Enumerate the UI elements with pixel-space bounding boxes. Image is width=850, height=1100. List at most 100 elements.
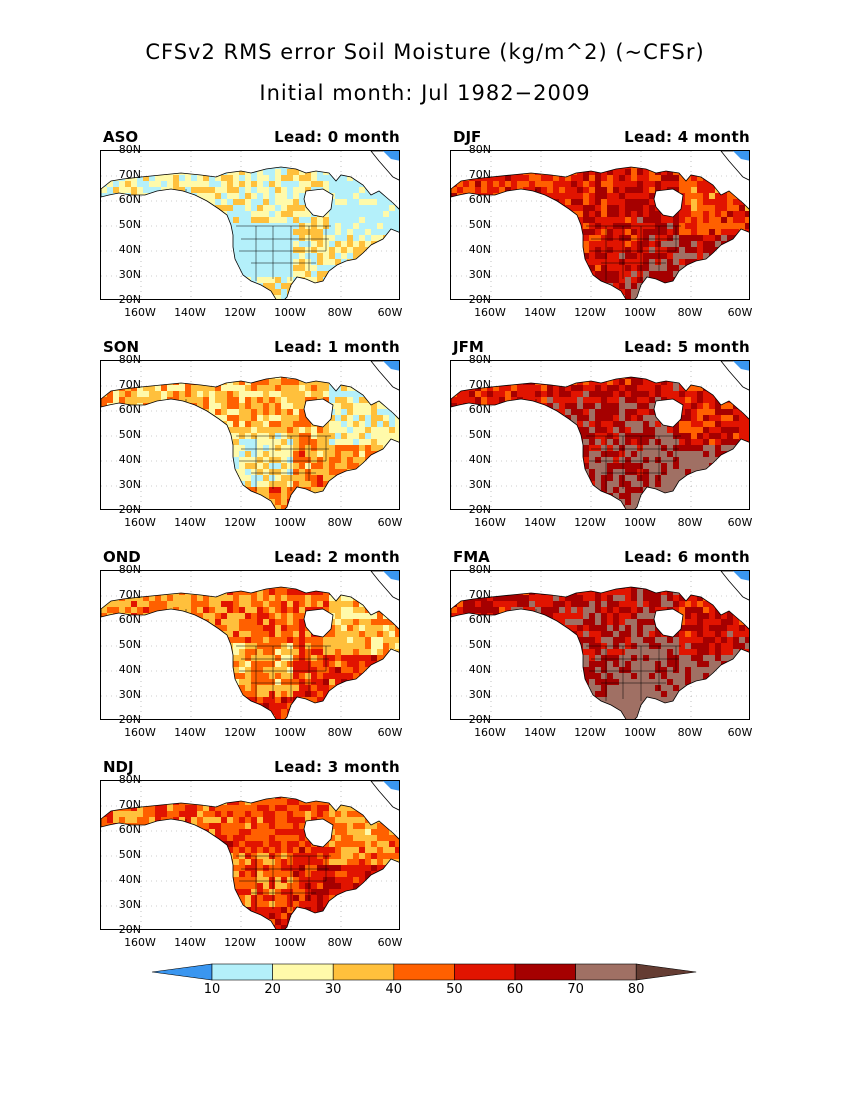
latitude-label: 40N <box>118 873 141 886</box>
colorbar-label: 60 <box>506 982 524 997</box>
hudson-bay <box>653 188 684 218</box>
greenland-low-error <box>733 151 749 161</box>
latitude-label: 20N <box>118 923 141 936</box>
longitude-label: 160W <box>474 516 506 529</box>
longitude-label: 140W <box>174 306 206 319</box>
map-panel: DJF Lead: 4 month 80N 70N 60N 50N 40N 30N 20N 160… <box>450 128 795 355</box>
soil-moisture-map <box>451 361 749 509</box>
latitude-label: 60N <box>118 823 141 836</box>
longitude-label: 140W <box>524 726 556 739</box>
figure-title: CFSv2 RMS error Soil Moisture (kg/m^2) (… <box>145 40 705 64</box>
longitude-label: 80W <box>327 306 353 319</box>
latitude-label: 20N <box>468 713 491 726</box>
error-field <box>451 587 749 719</box>
colorbar-swatches <box>151 963 697 981</box>
longitude-label: 60W <box>377 516 403 529</box>
colorbar-label: 50 <box>446 982 463 997</box>
latitude-label: 60N <box>118 193 141 206</box>
hudson-bay <box>303 188 334 218</box>
longitude-label: 120W <box>224 936 256 949</box>
longitude-label: 140W <box>174 936 206 949</box>
state-borders <box>535 609 681 701</box>
panel-lead-label: Lead: 4 month <box>624 128 750 146</box>
soil-moisture-map <box>101 781 399 929</box>
latitude-label: 20N <box>118 293 141 306</box>
soil-moisture-map <box>101 151 399 299</box>
longitude-label: 60W <box>377 936 403 949</box>
coastline <box>451 166 749 299</box>
longitude-label: 160W <box>124 726 156 739</box>
colorbar-swatch <box>514 963 576 981</box>
longitude-label: 100W <box>624 726 656 739</box>
panel-lead-label: Lead: 3 month <box>274 758 400 776</box>
greenland-low-error <box>383 361 399 371</box>
colorbar-swatch <box>575 963 637 981</box>
longitude-label: 60W <box>727 306 753 319</box>
latitude-label: 70N <box>468 588 491 601</box>
map-frame <box>450 150 750 300</box>
hudson-bay <box>303 818 334 848</box>
latitude-label: 60N <box>468 403 491 416</box>
colorbar: 10 20 30 40 50 60 70 80 <box>150 962 700 1012</box>
longitude-label: 100W <box>274 936 306 949</box>
panel-lead-label: Lead: 1 month <box>274 338 400 356</box>
panel-lead-label: Lead: 6 month <box>624 548 750 566</box>
map-panel: OND Lead: 2 month 80N 70N 60N 50N 40N 30N 20N 160… <box>100 548 445 775</box>
latitude-label: 80N <box>118 773 141 786</box>
latitude-label: 30N <box>118 268 141 281</box>
error-field <box>451 377 749 509</box>
latitude-label: 60N <box>468 193 491 206</box>
longitude-label: 80W <box>327 516 353 529</box>
longitude-label: 160W <box>474 306 506 319</box>
coastline <box>451 586 749 719</box>
colorbar-label: 10 <box>203 982 221 997</box>
map-frame <box>100 360 400 510</box>
longitude-label: 80W <box>677 306 703 319</box>
colorbar-label: 40 <box>385 982 403 997</box>
map-frame <box>100 150 400 300</box>
panel-season-label: SON <box>103 338 140 356</box>
figure-subtitle: Initial month: Jul 1982−2009 <box>259 81 591 105</box>
latitude-label: 40N <box>118 453 141 466</box>
panel-season-label: OND <box>103 548 141 566</box>
colorbar-label: 30 <box>324 982 342 997</box>
colorbar-swatch <box>211 963 273 981</box>
longitude-label: 80W <box>327 726 353 739</box>
colorbar-swatch <box>332 963 395 981</box>
coastline <box>451 376 749 509</box>
latitude-label: 70N <box>118 798 141 811</box>
panel-season-label: FMA <box>453 548 490 566</box>
longitude-label: 160W <box>124 516 156 529</box>
panel-season-label: ASO <box>103 128 139 146</box>
latitude-label: 70N <box>118 378 141 391</box>
longitude-label: 100W <box>624 306 656 319</box>
longitude-label: 100W <box>274 726 306 739</box>
colorbar-label: 80 <box>627 982 645 997</box>
latitude-label: 40N <box>468 453 491 466</box>
latitude-label: 50N <box>118 638 141 651</box>
greenland-low-error <box>383 781 399 791</box>
error-field <box>451 167 749 299</box>
longitude-label: 160W <box>124 936 156 949</box>
panel-season-label: JFM <box>453 338 484 356</box>
hudson-bay <box>653 608 684 638</box>
coastline <box>101 166 399 299</box>
latitude-label: 50N <box>118 428 141 441</box>
latitude-label: 20N <box>118 713 141 726</box>
latitude-label: 70N <box>468 378 491 391</box>
state-borders <box>535 399 681 491</box>
map-panel: SON Lead: 1 month 80N 70N 60N 50N 40N 30N 20N 160… <box>100 338 445 565</box>
panel-lead-label: Lead: 0 month <box>274 128 400 146</box>
map-panel: FMA Lead: 6 month 80N 70N 60N 50N 40N 30N 20N 160… <box>450 548 795 775</box>
longitude-label: 100W <box>624 516 656 529</box>
longitude-label: 120W <box>224 306 256 319</box>
greenland-low-error <box>733 571 749 581</box>
longitude-label: 60W <box>727 726 753 739</box>
longitude-label: 60W <box>377 726 403 739</box>
latitude-label: 60N <box>468 613 491 626</box>
latitude-label: 30N <box>118 898 141 911</box>
panel-season-label: DJF <box>453 128 482 146</box>
error-field <box>101 377 399 509</box>
longitude-label: 100W <box>274 516 306 529</box>
longitude-label: 80W <box>327 936 353 949</box>
